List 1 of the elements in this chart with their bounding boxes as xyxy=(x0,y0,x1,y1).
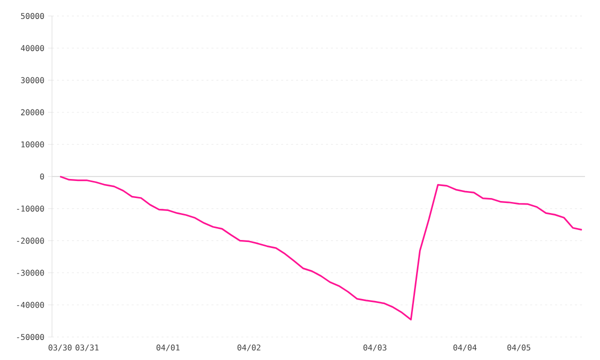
line-series xyxy=(59,176,583,320)
